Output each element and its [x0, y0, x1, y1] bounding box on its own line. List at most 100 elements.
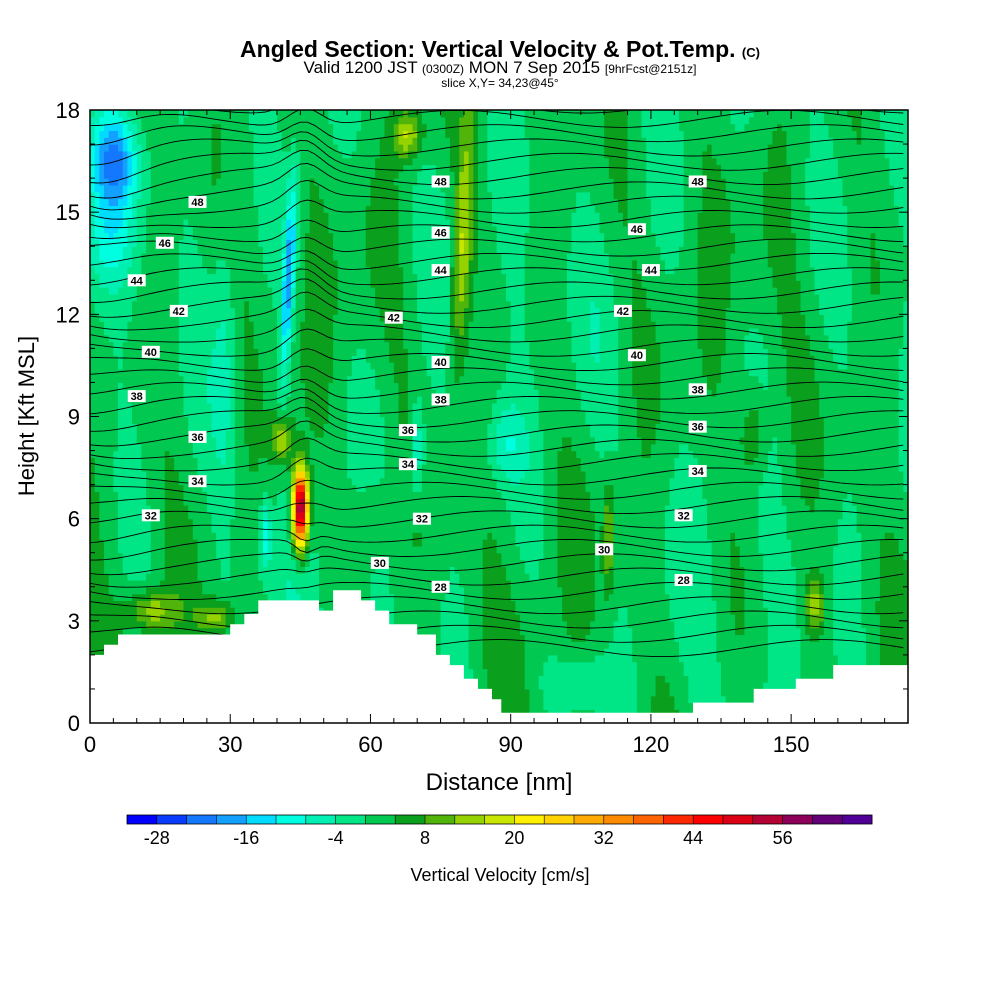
velocity-cell: [664, 552, 671, 561]
velocity-cell: [809, 593, 816, 601]
velocity-cell: [744, 593, 750, 601]
velocity-cell: [477, 614, 484, 622]
velocity-cell: [421, 525, 428, 533]
velocity-cell: [557, 539, 563, 547]
velocity-cell: [786, 532, 792, 540]
velocity-cell: [590, 545, 596, 554]
velocity-cell: [552, 627, 559, 636]
velocity-cell: [132, 566, 138, 574]
velocity-cell: [870, 634, 876, 642]
velocity-cell: [557, 532, 563, 540]
velocity-cell: [206, 600, 213, 608]
velocity-cell: [99, 573, 105, 581]
velocity-cell: [314, 525, 320, 533]
velocity-cell: [557, 648, 563, 656]
velocity-cell: [538, 559, 544, 567]
velocity-cell: [828, 641, 834, 649]
velocity-cell: [632, 675, 638, 683]
velocity-cell: [506, 702, 512, 710]
velocity-cell: [113, 600, 119, 608]
velocity-cell: [248, 586, 255, 595]
velocity-cell: [487, 573, 493, 581]
velocity-cell: [132, 607, 138, 615]
velocity-cell: [141, 552, 147, 561]
velocity-cell: [258, 559, 264, 567]
velocity-cell: [856, 586, 862, 595]
velocity-cell: [604, 539, 610, 547]
velocity-cell: [375, 586, 381, 595]
velocity-cell: [707, 573, 713, 581]
velocity-cell: [239, 614, 245, 622]
velocity-cell: [604, 627, 610, 636]
velocity-cell: [781, 552, 788, 561]
velocity-cell: [847, 641, 853, 649]
velocity-cell: [632, 695, 638, 704]
velocity-cell: [342, 579, 348, 588]
velocity-cell: [599, 573, 605, 581]
velocity-cell: [711, 593, 717, 601]
velocity-cell: [730, 634, 736, 642]
velocity-cell: [744, 545, 750, 554]
velocity-cell: [655, 532, 661, 540]
velocity-cell: [510, 627, 516, 636]
velocity-cell: [669, 641, 675, 649]
velocity-cell: [272, 539, 278, 547]
velocity-cell: [548, 620, 554, 629]
velocity-cell: [174, 593, 180, 601]
velocity-cell: [664, 539, 671, 547]
velocity-cell: [711, 675, 717, 683]
velocity-cell: [735, 545, 741, 554]
velocity-cell: [473, 661, 479, 670]
velocity-cell: [188, 573, 194, 581]
velocity-cell: [664, 600, 671, 608]
velocity-cell: [823, 579, 830, 588]
velocity-cell: [169, 600, 175, 608]
velocity-cell: [711, 682, 717, 690]
velocity-cell: [496, 661, 502, 670]
velocity-cell: [884, 627, 890, 636]
velocity-cell: [749, 559, 755, 567]
velocity-cell: [594, 654, 601, 663]
velocity-cell: [529, 566, 535, 574]
velocity-cell: [225, 566, 231, 574]
velocity-cell: [552, 634, 559, 642]
velocity-cell: [753, 675, 760, 683]
velocity-cell: [160, 607, 166, 615]
velocity-cell: [571, 620, 577, 629]
velocity-cell: [305, 532, 311, 540]
velocity-cell: [417, 573, 423, 581]
velocity-cell: [113, 532, 119, 540]
velocity-cell: [108, 593, 114, 601]
velocity-cell: [482, 579, 488, 588]
velocity-cell: [856, 593, 862, 601]
velocity-cell: [613, 634, 619, 642]
velocity-cell: [393, 573, 400, 581]
velocity-cell: [146, 525, 152, 533]
velocity-cell: [884, 634, 890, 642]
velocity-cell: [118, 607, 124, 615]
velocity-cell: [692, 688, 699, 697]
velocity-cell: [833, 566, 839, 574]
velocity-cell: [506, 552, 512, 561]
velocity-cell: [562, 675, 568, 683]
velocity-cell: [893, 586, 900, 595]
velocity-cell: [183, 532, 189, 540]
velocity-cell: [851, 634, 858, 642]
velocity-cell: [506, 600, 512, 608]
velocity-cell: [753, 532, 760, 540]
velocity-cell: [842, 586, 848, 595]
velocity-cell: [473, 627, 479, 636]
velocity-cell: [286, 532, 292, 540]
velocity-cell: [520, 641, 526, 649]
velocity-cell: [295, 573, 301, 581]
velocity-cell: [618, 641, 624, 649]
velocity-cell: [800, 586, 806, 595]
velocity-cell: [805, 661, 811, 670]
velocity-cell: [520, 668, 526, 676]
velocity-cell: [309, 545, 315, 554]
velocity-cell: [169, 620, 175, 629]
velocity-cell: [534, 641, 540, 649]
velocity-cell: [160, 539, 166, 547]
velocity-cell: [660, 641, 666, 649]
velocity-cell: [800, 559, 806, 567]
